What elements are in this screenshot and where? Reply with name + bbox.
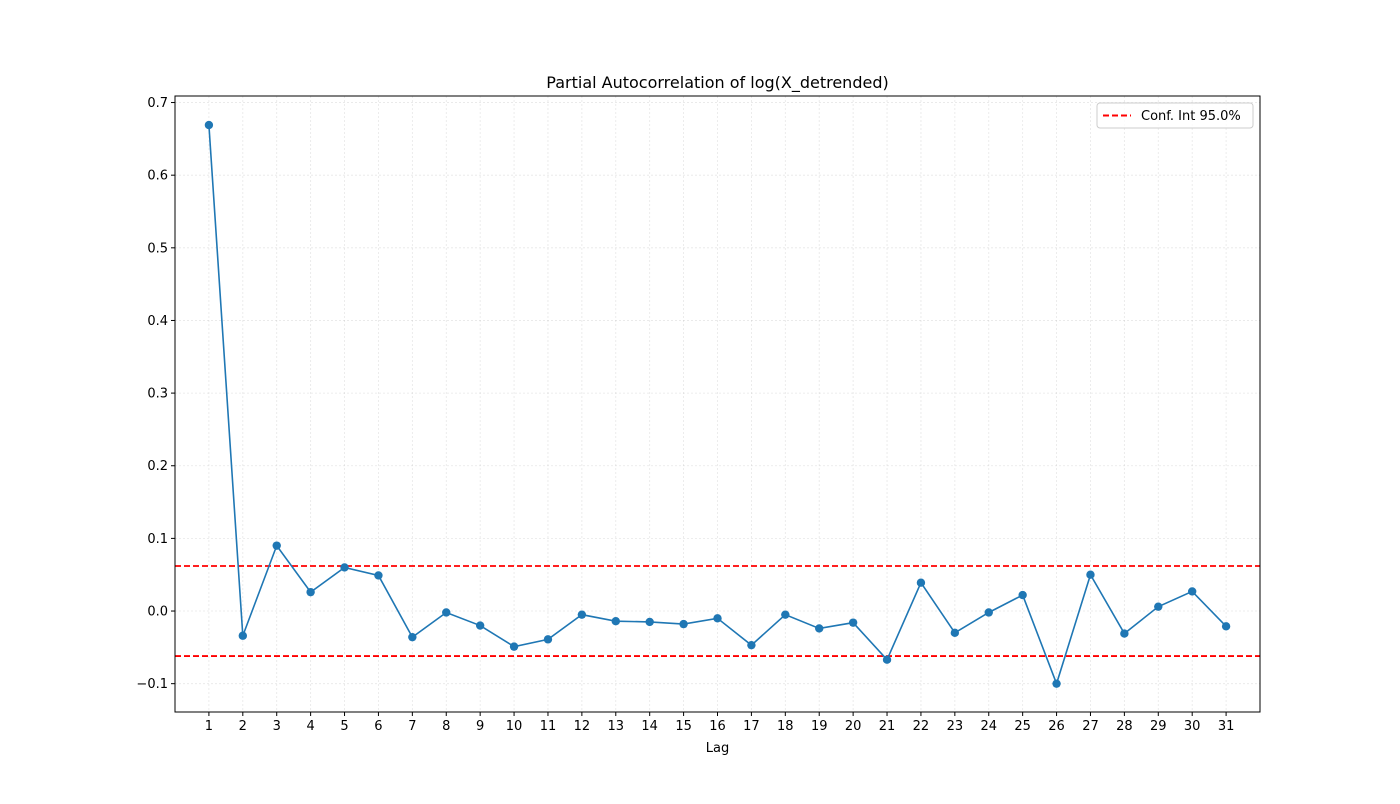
confidence-interval-lines bbox=[175, 565, 1260, 657]
x-tick-label: 9 bbox=[476, 719, 484, 734]
y-tick-label: 0.3 bbox=[147, 387, 168, 402]
y-tick-label: 0.7 bbox=[147, 96, 168, 111]
y-tick-label: 0.1 bbox=[147, 532, 168, 547]
x-tick-label: 2 bbox=[239, 719, 247, 734]
x-tick-label: 26 bbox=[1048, 719, 1065, 734]
pacf-data-point bbox=[1086, 570, 1095, 579]
pacf-data-point bbox=[882, 655, 892, 664]
pacf-data-point bbox=[306, 587, 315, 597]
x-axis-ticks: 1 2 3 4 5 6 7 8 9 10 11 12 13 14 15 16 17 18 19 20 21 22 23 24 2… bbox=[205, 712, 1235, 734]
x-tick-label: 3 bbox=[273, 719, 281, 734]
pacf-data-point bbox=[611, 616, 620, 626]
x-tick-label: 17 bbox=[743, 719, 760, 734]
x-tick-label: 28 bbox=[1116, 719, 1133, 734]
pacf-data-point bbox=[408, 632, 417, 642]
pacf-data-point bbox=[475, 621, 485, 630]
legend-label-conf-int: Conf. Int 95.0% bbox=[1141, 109, 1241, 124]
pacf-data-point bbox=[916, 578, 926, 587]
x-tick-label: 12 bbox=[574, 719, 591, 734]
pacf-data-point bbox=[679, 619, 688, 629]
pacf-data-point bbox=[1018, 590, 1027, 600]
x-tick-label: 15 bbox=[675, 719, 692, 734]
y-tick-label: −0.1 bbox=[136, 677, 168, 692]
x-tick-label: 7 bbox=[408, 719, 416, 734]
pacf-data-point bbox=[204, 120, 214, 130]
x-tick-label: 8 bbox=[442, 719, 450, 734]
x-tick-label: 22 bbox=[913, 719, 930, 734]
pacf-data-point bbox=[815, 624, 824, 633]
x-tick-label: 1 bbox=[205, 719, 213, 734]
pacf-data-point bbox=[645, 617, 654, 627]
x-tick-label: 24 bbox=[980, 719, 997, 734]
x-tick-label: 4 bbox=[306, 719, 314, 734]
y-tick-label: 0.4 bbox=[147, 314, 168, 329]
x-tick-label: 10 bbox=[506, 719, 523, 734]
x-tick-label: 31 bbox=[1218, 719, 1235, 734]
pacf-data-point bbox=[577, 610, 587, 619]
pacf-data-point bbox=[747, 640, 756, 650]
series bbox=[204, 120, 1231, 688]
y-tick-label: 0.0 bbox=[147, 605, 168, 620]
x-tick-label: 14 bbox=[641, 719, 658, 734]
x-tick-label: 6 bbox=[374, 719, 382, 734]
x-tick-label: 11 bbox=[540, 719, 557, 734]
y-axis-ticks: −0.1 0.0 0.1 0.2 0.3 0.4 0.5 0.6 0.7 bbox=[136, 96, 175, 692]
y-tick-label: 0.5 bbox=[147, 241, 168, 256]
x-axis-label: Lag bbox=[706, 741, 729, 756]
grid bbox=[175, 96, 1260, 712]
pacf-data-point bbox=[781, 610, 790, 619]
pacf-data-point bbox=[848, 618, 858, 627]
pacf-data-point bbox=[984, 608, 993, 617]
pacf-data-point bbox=[1187, 587, 1197, 596]
x-tick-label: 30 bbox=[1184, 719, 1201, 734]
pacf-data-point bbox=[713, 614, 722, 623]
x-tick-label: 27 bbox=[1082, 719, 1099, 734]
x-tick-label: 19 bbox=[811, 719, 828, 734]
pacf-data-point bbox=[340, 563, 349, 572]
pacf-data-point bbox=[950, 628, 960, 638]
y-tick-label: 0.6 bbox=[147, 169, 168, 184]
x-tick-label: 5 bbox=[340, 719, 348, 734]
pacf-data-point bbox=[1154, 602, 1163, 611]
pacf-data-point bbox=[509, 642, 519, 651]
pacf-data-point bbox=[374, 571, 383, 580]
pacf-data-point bbox=[238, 631, 248, 640]
legend-box bbox=[1096, 102, 1254, 129]
legend: Conf. Int 95.0% bbox=[1096, 102, 1254, 129]
x-tick-label: 29 bbox=[1150, 719, 1167, 734]
x-tick-label: 23 bbox=[947, 719, 964, 734]
x-tick-label: 18 bbox=[777, 719, 794, 734]
pacf-data-point bbox=[442, 608, 451, 617]
pacf-data-point bbox=[272, 541, 281, 550]
pacf-data-point bbox=[1120, 629, 1129, 638]
pacf-data-point bbox=[1221, 622, 1231, 631]
pacf-data-point bbox=[1052, 679, 1061, 688]
x-tick-label: 21 bbox=[879, 719, 896, 734]
pacf-data-point bbox=[543, 635, 553, 644]
x-tick-label: 13 bbox=[608, 719, 625, 734]
x-tick-label: 20 bbox=[845, 719, 862, 734]
y-tick-label: 0.2 bbox=[147, 459, 168, 474]
x-tick-label: 25 bbox=[1014, 719, 1031, 734]
chart-title: Partial Autocorrelation of log(X_detrend… bbox=[546, 73, 888, 93]
x-tick-label: 16 bbox=[709, 719, 726, 734]
